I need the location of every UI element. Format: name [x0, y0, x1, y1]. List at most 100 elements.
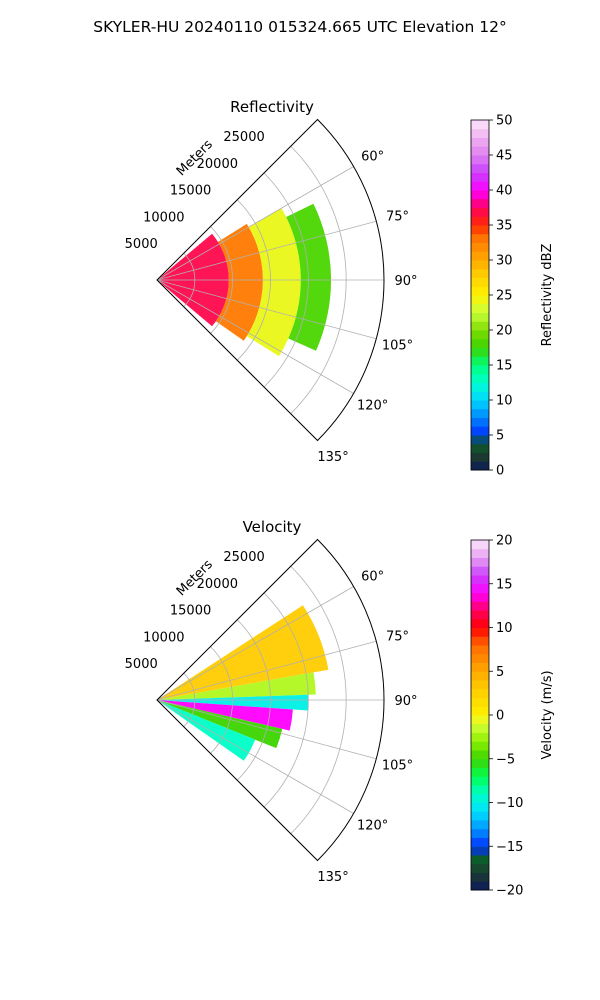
reflectivity-colorbar-swatch	[471, 286, 489, 296]
figure-title: SKYLER-HU 20240110 015324.665 UTC Elevat…	[93, 18, 507, 36]
reflectivity-colorbar-swatch	[471, 338, 489, 348]
velocity-colorbar-swatch	[471, 706, 489, 716]
reflectivity-colorbar-swatch	[471, 391, 489, 401]
reflectivity-colorbar-swatch	[471, 373, 489, 383]
reflectivity-r-tick-label: 15000	[170, 184, 211, 199]
reflectivity-colorbar-tick-label: 45	[496, 149, 513, 164]
velocity-colorbar-tick-label: −10	[496, 796, 523, 811]
reflectivity-colorbar-swatch	[471, 435, 489, 445]
velocity-colorbar-swatch	[471, 592, 489, 602]
reflectivity-colorbar-tick-label: 25	[496, 289, 513, 304]
velocity-colorbar-tick-label: 0	[496, 709, 504, 724]
reflectivity-colorbar-swatch	[471, 128, 489, 138]
reflectivity-theta-tick-label: 60°	[361, 150, 384, 165]
reflectivity-azimuth-spoke	[156, 279, 377, 340]
velocity-colorbar-swatch	[471, 566, 489, 576]
reflectivity-colorbar-swatch	[471, 321, 489, 331]
velocity-data-band	[157, 605, 329, 700]
velocity-colorbar-swatch	[471, 793, 489, 803]
velocity-azimuth-spoke	[156, 640, 377, 701]
velocity-theta-tick-label: 75°	[386, 630, 409, 645]
reflectivity-theta-tick-label: 75°	[386, 210, 409, 225]
velocity-colorbar-swatch	[471, 855, 489, 865]
velocity-azimuth-spoke	[156, 699, 354, 814]
reflectivity-colorbar-swatch	[471, 426, 489, 436]
reflectivity-colorbar-tick-label: 20	[496, 324, 513, 339]
velocity-colorbar-swatch	[471, 697, 489, 707]
velocity-colorbar-swatch	[471, 723, 489, 733]
velocity-data-band	[157, 672, 316, 700]
reflectivity-colorbar-swatch	[471, 181, 489, 191]
velocity-colorbar-swatch	[471, 575, 489, 585]
reflectivity-r-tick-label: 10000	[143, 210, 184, 225]
velocity-colorbar-swatch	[471, 618, 489, 628]
velocity-colorbar-tick-label: −20	[496, 884, 523, 899]
velocity-colorbar-tick-label: 15	[496, 577, 513, 592]
velocity-colorbar-tick-label: 20	[496, 534, 513, 549]
velocity-colorbar-swatch	[471, 583, 489, 593]
velocity-theta-tick-label: 60°	[361, 570, 384, 585]
velocity-theta-tick-label: 90°	[394, 694, 417, 709]
velocity-colorbar-swatch	[471, 627, 489, 637]
velocity-data-band	[157, 700, 283, 749]
reflectivity-colorbar-tick-label: 15	[496, 359, 513, 374]
velocity-colorbar-swatch	[471, 653, 489, 663]
velocity-colorbar-swatch	[471, 846, 489, 856]
velocity-data-band	[157, 700, 293, 731]
reflectivity-colorbar-swatch	[471, 347, 489, 357]
velocity-colorbar-swatch	[471, 863, 489, 873]
reflectivity-colorbar-swatch	[471, 330, 489, 340]
reflectivity-theta-tick-label: 135°	[317, 450, 348, 465]
velocity-colorbar-swatch	[471, 645, 489, 655]
reflectivity-r-tick-label: 5000	[125, 237, 158, 252]
velocity-azimuth-spoke	[156, 699, 377, 760]
velocity-colorbar-swatch	[471, 557, 489, 567]
reflectivity-colorbar-tick-label: 30	[496, 254, 513, 269]
velocity-colorbar-swatch	[471, 680, 489, 690]
velocity-colorbar-swatch	[471, 820, 489, 830]
reflectivity-colorbar-swatch	[471, 225, 489, 235]
reflectivity-colorbar-label: Reflectivity dBZ	[540, 244, 555, 347]
reflectivity-theta-tick-label: 90°	[394, 274, 417, 289]
reflectivity-title: Reflectivity	[230, 98, 314, 116]
reflectivity-colorbar-swatch	[471, 251, 489, 261]
velocity-colorbar-swatch	[471, 837, 489, 847]
reflectivity-colorbar-swatch	[471, 198, 489, 208]
velocity-theta-tick-label: 120°	[357, 819, 388, 834]
reflectivity-r-tick-label: 25000	[223, 130, 264, 145]
reflectivity-colorbar-swatch	[471, 242, 489, 252]
reflectivity-azimuth-spoke	[156, 279, 354, 394]
reflectivity-colorbar-swatch	[471, 120, 489, 130]
velocity-colorbar-swatch	[471, 785, 489, 795]
velocity-sector-frame	[156, 538, 385, 862]
reflectivity-theta-tick-label: 105°	[382, 338, 413, 353]
reflectivity-colorbar-swatch	[471, 400, 489, 410]
reflectivity-colorbar-tick-label: 35	[496, 219, 513, 234]
velocity-colorbar-label: Velocity (m/s)	[540, 670, 555, 759]
reflectivity-colorbar-swatch	[471, 260, 489, 270]
velocity-colorbar-tick-label: 10	[496, 621, 513, 636]
reflectivity-azimuth-spoke	[156, 166, 354, 281]
velocity-title: Velocity	[243, 518, 302, 536]
velocity-azimuth-spoke	[156, 586, 354, 701]
velocity-data-band	[157, 700, 256, 761]
reflectivity-colorbar-swatch	[471, 417, 489, 427]
reflectivity-colorbar-swatch	[471, 172, 489, 182]
reflectivity-colorbar-swatch	[471, 190, 489, 200]
velocity-colorbar-swatch	[471, 688, 489, 698]
reflectivity-theta-tick-label: 120°	[357, 399, 388, 414]
reflectivity-colorbar-swatch	[471, 356, 489, 366]
reflectivity-colorbar-tick-label: 50	[496, 114, 513, 129]
reflectivity-colorbar-swatch	[471, 408, 489, 418]
reflectivity-colorbar-swatch	[471, 365, 489, 375]
reflectivity-colorbar-swatch	[471, 137, 489, 147]
velocity-colorbar-swatch	[471, 872, 489, 882]
reflectivity-colorbar-swatch	[471, 461, 489, 471]
reflectivity-colorbar-tick-label: 0	[496, 464, 504, 479]
reflectivity-colorbar-tick-label: 10	[496, 394, 513, 409]
reflectivity-colorbar-swatch	[471, 295, 489, 305]
reflectivity-colorbar-swatch	[471, 452, 489, 462]
velocity-colorbar-swatch	[471, 548, 489, 558]
